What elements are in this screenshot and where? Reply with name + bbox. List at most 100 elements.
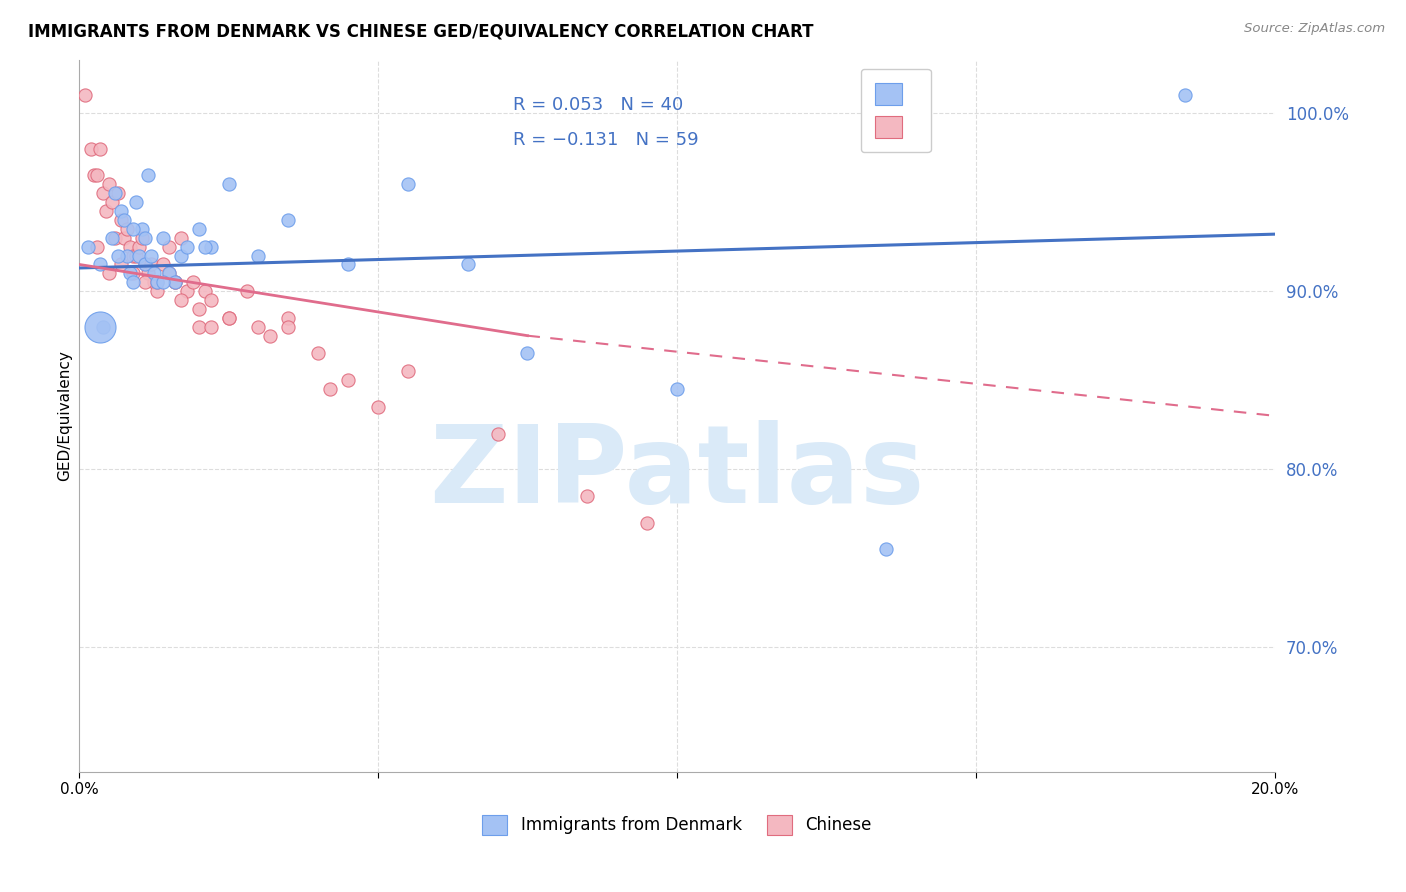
- Point: [218, 310, 240, 325]
- Legend: Immigrants from Denmark, Chinese: Immigrants from Denmark, Chinese: [482, 814, 872, 835]
- Point: [115, 248, 138, 262]
- Point: [134, 230, 156, 244]
- Point: [486, 426, 509, 441]
- Point: [337, 257, 360, 271]
- Point: [139, 257, 162, 271]
- Point: [139, 248, 162, 262]
- Point: [101, 195, 124, 210]
- Point: [146, 275, 169, 289]
- Point: [98, 178, 121, 192]
- Point: [91, 319, 114, 334]
- Point: [75, 88, 97, 103]
- Point: [134, 257, 156, 271]
- Point: [665, 382, 688, 396]
- Point: [83, 169, 105, 183]
- Point: [89, 319, 111, 334]
- Y-axis label: GED/Equivalency: GED/Equivalency: [58, 351, 72, 482]
- Point: [396, 178, 419, 192]
- Point: [319, 382, 342, 396]
- Point: [277, 213, 299, 227]
- Point: [122, 275, 145, 289]
- Point: [152, 257, 174, 271]
- Point: [176, 239, 198, 253]
- Point: [163, 275, 186, 289]
- Point: [157, 266, 180, 280]
- Point: [200, 239, 222, 253]
- Point: [86, 169, 108, 183]
- Point: [110, 213, 132, 227]
- Point: [176, 284, 198, 298]
- Point: [128, 248, 150, 262]
- Point: [146, 284, 169, 298]
- Point: [136, 266, 159, 280]
- Point: [86, 239, 108, 253]
- Point: [118, 239, 141, 253]
- Point: [125, 248, 148, 262]
- Point: [134, 275, 156, 289]
- Point: [516, 346, 538, 360]
- Point: [277, 319, 299, 334]
- Point: [107, 186, 129, 201]
- Point: [112, 230, 135, 244]
- Point: [170, 293, 193, 307]
- Point: [576, 489, 599, 503]
- Point: [112, 213, 135, 227]
- Point: [152, 230, 174, 244]
- Point: [94, 204, 117, 219]
- Point: [247, 248, 270, 262]
- Point: [235, 284, 257, 298]
- Point: [218, 178, 240, 192]
- Point: [157, 239, 180, 253]
- Point: [101, 230, 124, 244]
- Point: [136, 169, 159, 183]
- Point: [134, 257, 156, 271]
- Point: [163, 275, 186, 289]
- Point: [367, 400, 389, 414]
- Point: [194, 284, 217, 298]
- Point: [187, 222, 209, 236]
- Point: [125, 195, 148, 210]
- Point: [181, 275, 204, 289]
- Point: [200, 293, 222, 307]
- Point: [89, 142, 111, 156]
- Text: R = 0.053   N = 40: R = 0.053 N = 40: [513, 96, 683, 114]
- Point: [142, 266, 165, 280]
- Point: [118, 266, 141, 280]
- Point: [107, 248, 129, 262]
- Point: [80, 142, 103, 156]
- Point: [187, 319, 209, 334]
- Point: [396, 364, 419, 378]
- Point: [170, 248, 193, 262]
- Point: [457, 257, 479, 271]
- Point: [636, 516, 658, 530]
- Point: [277, 310, 299, 325]
- Point: [200, 319, 222, 334]
- Text: ZIPatlas: ZIPatlas: [429, 420, 925, 525]
- Point: [89, 257, 111, 271]
- Point: [77, 239, 100, 253]
- Point: [152, 275, 174, 289]
- Point: [104, 230, 127, 244]
- Point: [337, 373, 360, 387]
- Point: [163, 275, 186, 289]
- Point: [91, 186, 114, 201]
- Point: [875, 542, 897, 557]
- Point: [247, 319, 270, 334]
- Point: [157, 266, 180, 280]
- Text: Source: ZipAtlas.com: Source: ZipAtlas.com: [1244, 22, 1385, 36]
- Point: [122, 222, 145, 236]
- Text: IMMIGRANTS FROM DENMARK VS CHINESE GED/EQUIVALENCY CORRELATION CHART: IMMIGRANTS FROM DENMARK VS CHINESE GED/E…: [28, 22, 814, 40]
- Point: [122, 266, 145, 280]
- Point: [98, 266, 121, 280]
- Point: [187, 301, 209, 316]
- Point: [110, 204, 132, 219]
- Point: [128, 239, 150, 253]
- Point: [122, 248, 145, 262]
- Point: [142, 275, 165, 289]
- Point: [131, 230, 153, 244]
- Point: [104, 186, 127, 201]
- Point: [1174, 88, 1197, 103]
- Text: R = −0.131   N = 59: R = −0.131 N = 59: [513, 131, 699, 149]
- Point: [218, 310, 240, 325]
- Point: [307, 346, 329, 360]
